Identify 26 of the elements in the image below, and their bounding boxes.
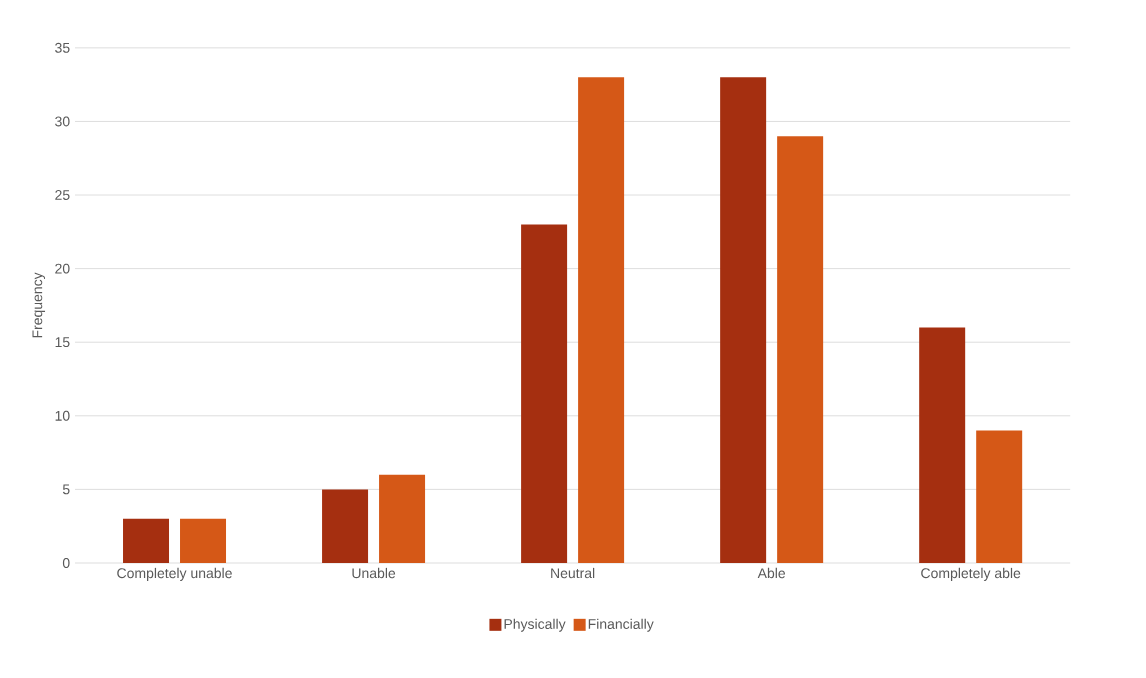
bar [976,430,1023,563]
y-tick-label: 0 [62,558,70,568]
y-tick-label: 25 [55,190,70,200]
bar [919,327,966,563]
bar [123,518,170,563]
y-tick-label: 15 [55,337,70,348]
bar [521,224,568,563]
legend-label: Physically [504,618,566,632]
bar [777,136,824,563]
bar [322,489,369,563]
y-tick-label: 5 [62,484,70,495]
x-tick-label: Neutral [551,567,595,579]
x-tick-label: Able [757,567,786,579]
bar [379,474,426,563]
y-tick-label: 10 [55,410,70,421]
x-tick-label: Completely unable [117,567,232,581]
legend-label: Financially [588,618,654,632]
x-tick-label: Unable [352,567,396,579]
bar [720,77,767,563]
y-axis-title: Frequency [32,272,46,338]
y-tick-label: 35 [55,42,70,53]
y-tick-label: 20 [55,263,70,274]
bar [180,518,227,563]
y-tick-label: 30 [55,116,70,127]
bar [578,77,625,563]
x-tick-label: Completely able [921,567,1021,581]
